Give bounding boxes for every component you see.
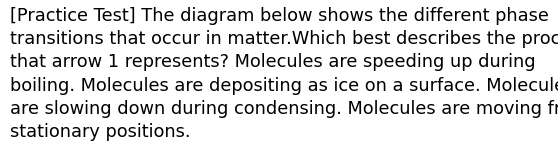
Text: [Practice Test] The diagram below shows the different phase
transitions that occ: [Practice Test] The diagram below shows …: [10, 7, 558, 141]
